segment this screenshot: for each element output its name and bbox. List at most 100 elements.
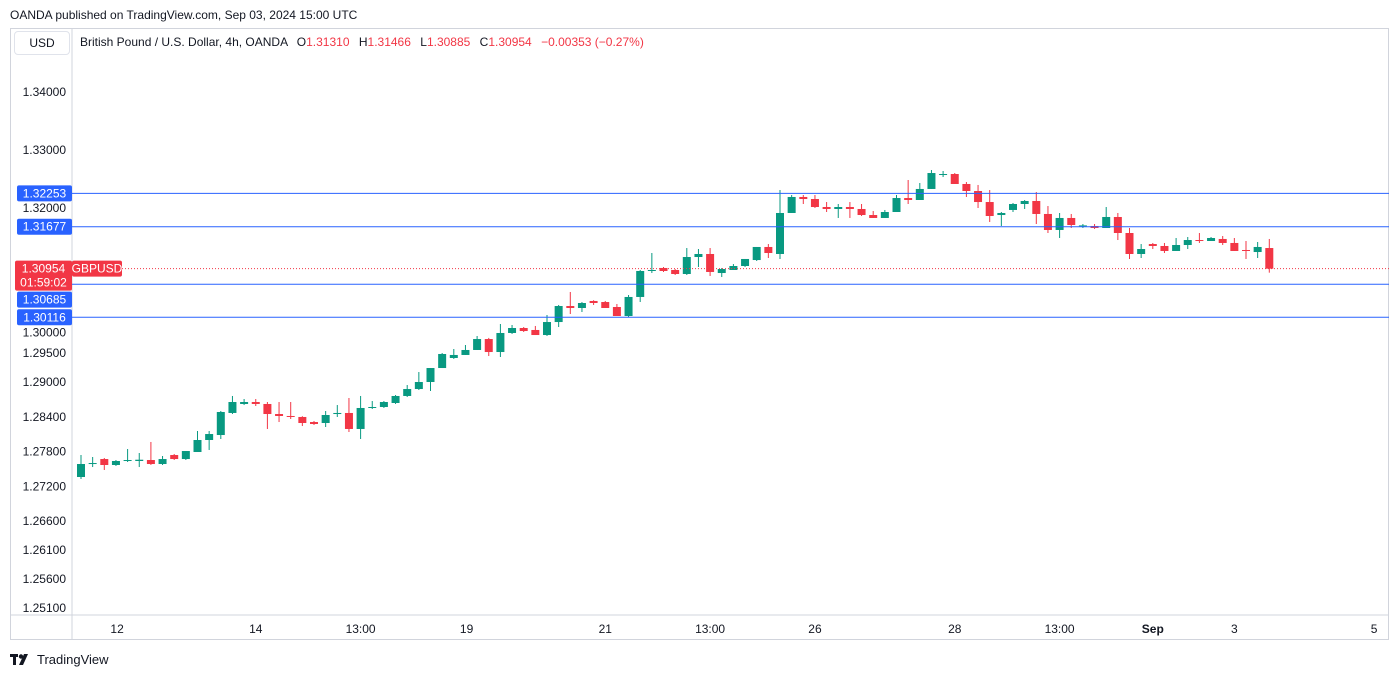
candle-body — [286, 415, 295, 417]
candle — [543, 315, 551, 337]
candle-body — [426, 368, 435, 382]
candle — [391, 394, 400, 404]
price-tick-label: 1.34000 — [23, 85, 67, 99]
candle-body — [1160, 245, 1169, 251]
candle — [985, 190, 994, 222]
candle — [1067, 213, 1076, 229]
level-price-label: 1.31677 — [23, 220, 67, 234]
candle-body — [508, 328, 517, 333]
candle-body — [275, 414, 284, 416]
candle-body — [601, 302, 610, 308]
candle-body — [554, 306, 563, 323]
price-axis[interactable]: 1.34000 1.33000 1.32000 1.30000 1.29500 1.290… — [23, 85, 67, 615]
candle — [974, 184, 983, 208]
candle — [834, 203, 843, 218]
candle — [356, 395, 365, 440]
candle — [1230, 237, 1239, 251]
time-tick-label: 13:00 — [1045, 622, 1075, 636]
bar-countdown-label: 01:59:02 — [20, 276, 67, 290]
candle — [671, 269, 680, 275]
candle — [181, 451, 190, 461]
candle-body — [706, 253, 715, 272]
candle-body — [216, 411, 225, 436]
candle-body — [228, 402, 237, 413]
level-price-badge — [17, 185, 72, 202]
candle-body — [822, 207, 831, 209]
candle-body — [915, 188, 924, 200]
candle — [1207, 237, 1216, 242]
candle-body — [111, 460, 120, 465]
candle-body — [577, 303, 586, 308]
candle-body — [1172, 245, 1181, 251]
candle-body — [892, 198, 901, 213]
time-axis[interactable]: 12 14 13:00 19 21 13:00 26 28 13:00 Sep 3 5 — [110, 622, 1377, 636]
candle — [589, 300, 598, 305]
symbol-badge — [72, 260, 122, 277]
candle — [939, 170, 948, 178]
high-value: 1.31466 — [367, 35, 411, 49]
candle-body — [496, 332, 505, 353]
candle-body — [1137, 249, 1146, 254]
chart-frame — [10, 28, 1389, 640]
candle — [659, 266, 668, 272]
time-tick-label: 5 — [1371, 622, 1378, 636]
time-tick-label: 19 — [460, 622, 474, 636]
candle-body — [566, 306, 575, 308]
candle-body — [77, 464, 85, 478]
candle — [1055, 212, 1064, 238]
candle-body — [414, 382, 423, 390]
currency-button[interactable]: USD — [14, 31, 70, 55]
candle-body — [904, 198, 913, 200]
candle-body — [170, 455, 179, 460]
candle-body — [240, 402, 249, 404]
candle — [612, 303, 621, 316]
candle-body — [1113, 216, 1122, 233]
candle-body — [612, 307, 621, 316]
candle-body — [1148, 244, 1157, 246]
candle — [403, 385, 412, 398]
candle — [88, 456, 97, 468]
candle-body — [473, 339, 482, 350]
candle — [368, 401, 377, 410]
candle — [263, 402, 272, 429]
time-tick-label: 14 — [249, 622, 263, 636]
candle-body — [379, 402, 388, 407]
candle-body — [752, 246, 761, 261]
price-tick-label: 1.25600 — [23, 572, 67, 586]
low-label: L — [420, 35, 427, 49]
candle-body — [950, 174, 959, 184]
candle-body — [146, 460, 155, 465]
candle-body — [135, 459, 144, 461]
close-label: C — [479, 35, 489, 49]
open-label: O — [296, 35, 307, 49]
candle — [228, 395, 237, 415]
tradingview-brand[interactable]: TradingView — [10, 652, 109, 667]
candle — [473, 336, 482, 350]
candle — [577, 302, 586, 312]
candle-body — [1043, 213, 1052, 230]
symbol-title[interactable]: British Pound / U.S. Dollar, 4h, OANDA — [80, 35, 288, 49]
candle — [1078, 224, 1087, 229]
candle — [1020, 199, 1029, 209]
candle — [531, 325, 540, 336]
candle — [624, 295, 633, 318]
candle — [810, 195, 819, 208]
candle — [950, 173, 959, 184]
candle — [997, 212, 1006, 226]
price-tick-label: 1.27200 — [23, 479, 67, 493]
candle-body — [1102, 216, 1111, 229]
candle-body — [834, 207, 843, 209]
candle — [310, 420, 318, 425]
candle — [1183, 237, 1192, 250]
candle — [321, 411, 330, 428]
candle — [1160, 242, 1169, 254]
price-tick-label: 1.29500 — [23, 346, 67, 360]
candle-body — [1195, 240, 1204, 242]
candle — [1032, 191, 1041, 225]
time-tick-label: 21 — [599, 622, 613, 636]
candle — [414, 372, 423, 391]
candle — [1009, 203, 1017, 213]
candle-body — [205, 434, 214, 440]
horizontal-levels[interactable]: 1.32253 1.31677 1.30685 1.30116 — [17, 185, 1389, 326]
